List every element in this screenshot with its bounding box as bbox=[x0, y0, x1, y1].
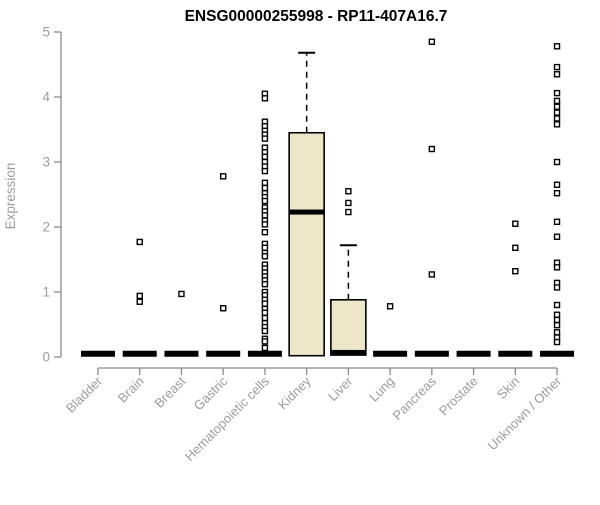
outlier-point bbox=[261, 184, 269, 192]
outlier-point bbox=[553, 103, 561, 110]
collapsed-box-unknown-other bbox=[540, 350, 575, 357]
outlier-point bbox=[553, 316, 561, 324]
outlier-point bbox=[553, 121, 561, 128]
outlier-point bbox=[553, 158, 561, 166]
outlier-point bbox=[553, 329, 561, 336]
y-tick-label: 1 bbox=[42, 285, 50, 300]
outlier-point bbox=[261, 179, 269, 187]
outlier-point bbox=[219, 305, 227, 312]
outlier-point bbox=[553, 89, 561, 97]
outlier-point bbox=[178, 290, 185, 298]
x-category-label: Pancreas bbox=[390, 373, 440, 423]
y-tick-label: 3 bbox=[42, 155, 50, 170]
outlier-point bbox=[553, 189, 561, 197]
outlier-point bbox=[136, 292, 143, 300]
outlier-point bbox=[261, 309, 269, 316]
outlier-point bbox=[553, 181, 561, 188]
x-category-label: Prostate bbox=[436, 374, 481, 419]
outlier-point bbox=[553, 43, 561, 50]
outlier-point bbox=[261, 135, 269, 142]
outlier-point bbox=[261, 327, 269, 335]
outlier-point bbox=[261, 167, 269, 175]
outlier-point bbox=[261, 95, 269, 102]
collapsed-box-gastric bbox=[206, 350, 241, 357]
collapsed-box-skin bbox=[498, 350, 533, 357]
median-line bbox=[289, 209, 325, 215]
outlier-point bbox=[553, 115, 561, 122]
outlier-point bbox=[553, 301, 561, 309]
outlier-point bbox=[261, 300, 269, 307]
outlier-point bbox=[261, 228, 269, 236]
outlier-point bbox=[553, 284, 561, 291]
outlier-point bbox=[553, 109, 561, 116]
outlier-point bbox=[553, 338, 561, 346]
outlier-point bbox=[261, 253, 269, 260]
outlier-point bbox=[512, 244, 519, 252]
outlier-point bbox=[553, 71, 561, 78]
outlier-point bbox=[219, 173, 227, 180]
outlier-point bbox=[136, 298, 143, 305]
outlier-point bbox=[553, 218, 561, 226]
outlier-point bbox=[553, 264, 561, 271]
y-tick-label: 0 bbox=[42, 350, 50, 365]
x-category-label: Brain bbox=[115, 374, 147, 406]
outlier-point bbox=[553, 233, 561, 240]
outlier-point bbox=[512, 268, 519, 275]
outlier-point bbox=[136, 238, 143, 246]
outlier-point bbox=[261, 281, 269, 288]
collapsed-box-lung bbox=[373, 350, 408, 357]
outlier-point bbox=[428, 145, 436, 153]
x-category-label: Lung bbox=[366, 374, 397, 405]
chart-title: ENSG00000255998 - RP11-407A16.7 bbox=[185, 8, 448, 25]
x-category-label: Liver bbox=[325, 373, 356, 404]
box-liver bbox=[330, 298, 367, 356]
x-category-label: Gastric bbox=[191, 373, 231, 413]
outlier-point bbox=[553, 63, 561, 71]
collapsed-box-pancreas bbox=[414, 350, 449, 357]
outlier-point bbox=[261, 338, 269, 345]
outlier-point bbox=[345, 199, 352, 207]
x-category-label: Unknown / Other bbox=[485, 373, 565, 453]
collapsed-box-brain bbox=[122, 350, 157, 357]
outlier-point bbox=[553, 311, 561, 318]
x-category-label: Breast bbox=[151, 373, 188, 410]
outlier-point bbox=[261, 314, 269, 322]
outlier-point bbox=[261, 244, 269, 252]
outlier-point bbox=[345, 188, 352, 195]
outlier-point bbox=[261, 344, 269, 352]
collapsed-box-bladder bbox=[81, 350, 115, 357]
collapsed-box-prostate bbox=[456, 350, 491, 357]
y-tick-label: 4 bbox=[42, 90, 50, 105]
outlier-point bbox=[261, 212, 269, 219]
outlier-point bbox=[512, 220, 519, 227]
y-tick-label: 5 bbox=[42, 25, 50, 40]
x-category-label: Bladder bbox=[63, 373, 106, 416]
x-category-label: Skin bbox=[494, 374, 522, 402]
collapsed-box-breast bbox=[164, 350, 199, 357]
collapsed-box-hematopoietic-cells bbox=[247, 350, 282, 357]
outlier-point bbox=[386, 303, 394, 310]
outlier-point bbox=[345, 208, 352, 216]
outlier-point bbox=[428, 38, 436, 45]
box-kidney bbox=[288, 131, 325, 357]
outlier-point bbox=[261, 197, 269, 205]
outlier-point bbox=[428, 271, 436, 278]
outlier-point bbox=[553, 97, 561, 105]
median-line bbox=[330, 349, 366, 355]
y-tick-label: 2 bbox=[42, 220, 50, 235]
outlier-point bbox=[553, 321, 561, 329]
outlier-point bbox=[261, 153, 269, 161]
x-category-label: Kidney bbox=[275, 373, 314, 412]
outlier-point bbox=[261, 221, 269, 228]
y-axis-label: Expression bbox=[3, 163, 18, 230]
